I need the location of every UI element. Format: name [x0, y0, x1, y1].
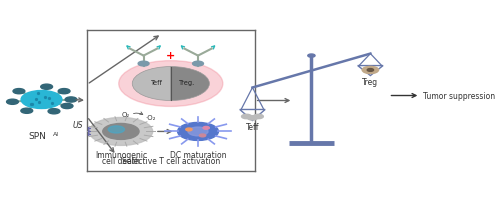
- Circle shape: [103, 124, 139, 140]
- Circle shape: [6, 100, 18, 105]
- Circle shape: [248, 116, 258, 120]
- Text: ·O₂: ·O₂: [145, 114, 156, 120]
- Text: Teff: Teff: [246, 122, 259, 131]
- Circle shape: [203, 127, 209, 130]
- Text: cell death: cell death: [102, 157, 140, 166]
- Circle shape: [362, 67, 378, 74]
- Circle shape: [192, 62, 203, 67]
- Circle shape: [138, 62, 149, 67]
- Circle shape: [308, 55, 315, 58]
- Circle shape: [61, 104, 73, 109]
- Text: DC maturation: DC maturation: [170, 150, 226, 159]
- Circle shape: [242, 115, 252, 119]
- Text: Tumor suppression: Tumor suppression: [422, 92, 494, 101]
- Circle shape: [118, 61, 223, 107]
- Text: Teff: Teff: [152, 79, 163, 85]
- Text: Immunogenic: Immunogenic: [95, 150, 147, 159]
- Wedge shape: [132, 67, 171, 101]
- Text: O₂: O₂: [122, 112, 130, 118]
- Circle shape: [188, 127, 208, 136]
- Circle shape: [21, 109, 32, 114]
- Text: +: +: [166, 50, 175, 60]
- Circle shape: [200, 134, 205, 137]
- Text: Treg: Treg: [362, 78, 378, 87]
- Circle shape: [48, 109, 60, 114]
- Circle shape: [108, 126, 124, 133]
- Circle shape: [186, 128, 192, 131]
- Circle shape: [254, 115, 264, 119]
- Circle shape: [178, 123, 218, 141]
- Text: SPN: SPN: [28, 132, 46, 141]
- Circle shape: [367, 69, 374, 72]
- Circle shape: [58, 89, 70, 94]
- Circle shape: [13, 89, 25, 94]
- Circle shape: [89, 118, 152, 146]
- Circle shape: [65, 97, 77, 103]
- Text: US: US: [72, 120, 83, 129]
- Wedge shape: [171, 67, 209, 101]
- Text: AI: AI: [53, 132, 59, 137]
- Text: Selective T cell activation: Selective T cell activation: [122, 156, 220, 165]
- Circle shape: [40, 85, 52, 90]
- Text: Treg.: Treg.: [178, 79, 195, 85]
- Circle shape: [21, 91, 62, 109]
